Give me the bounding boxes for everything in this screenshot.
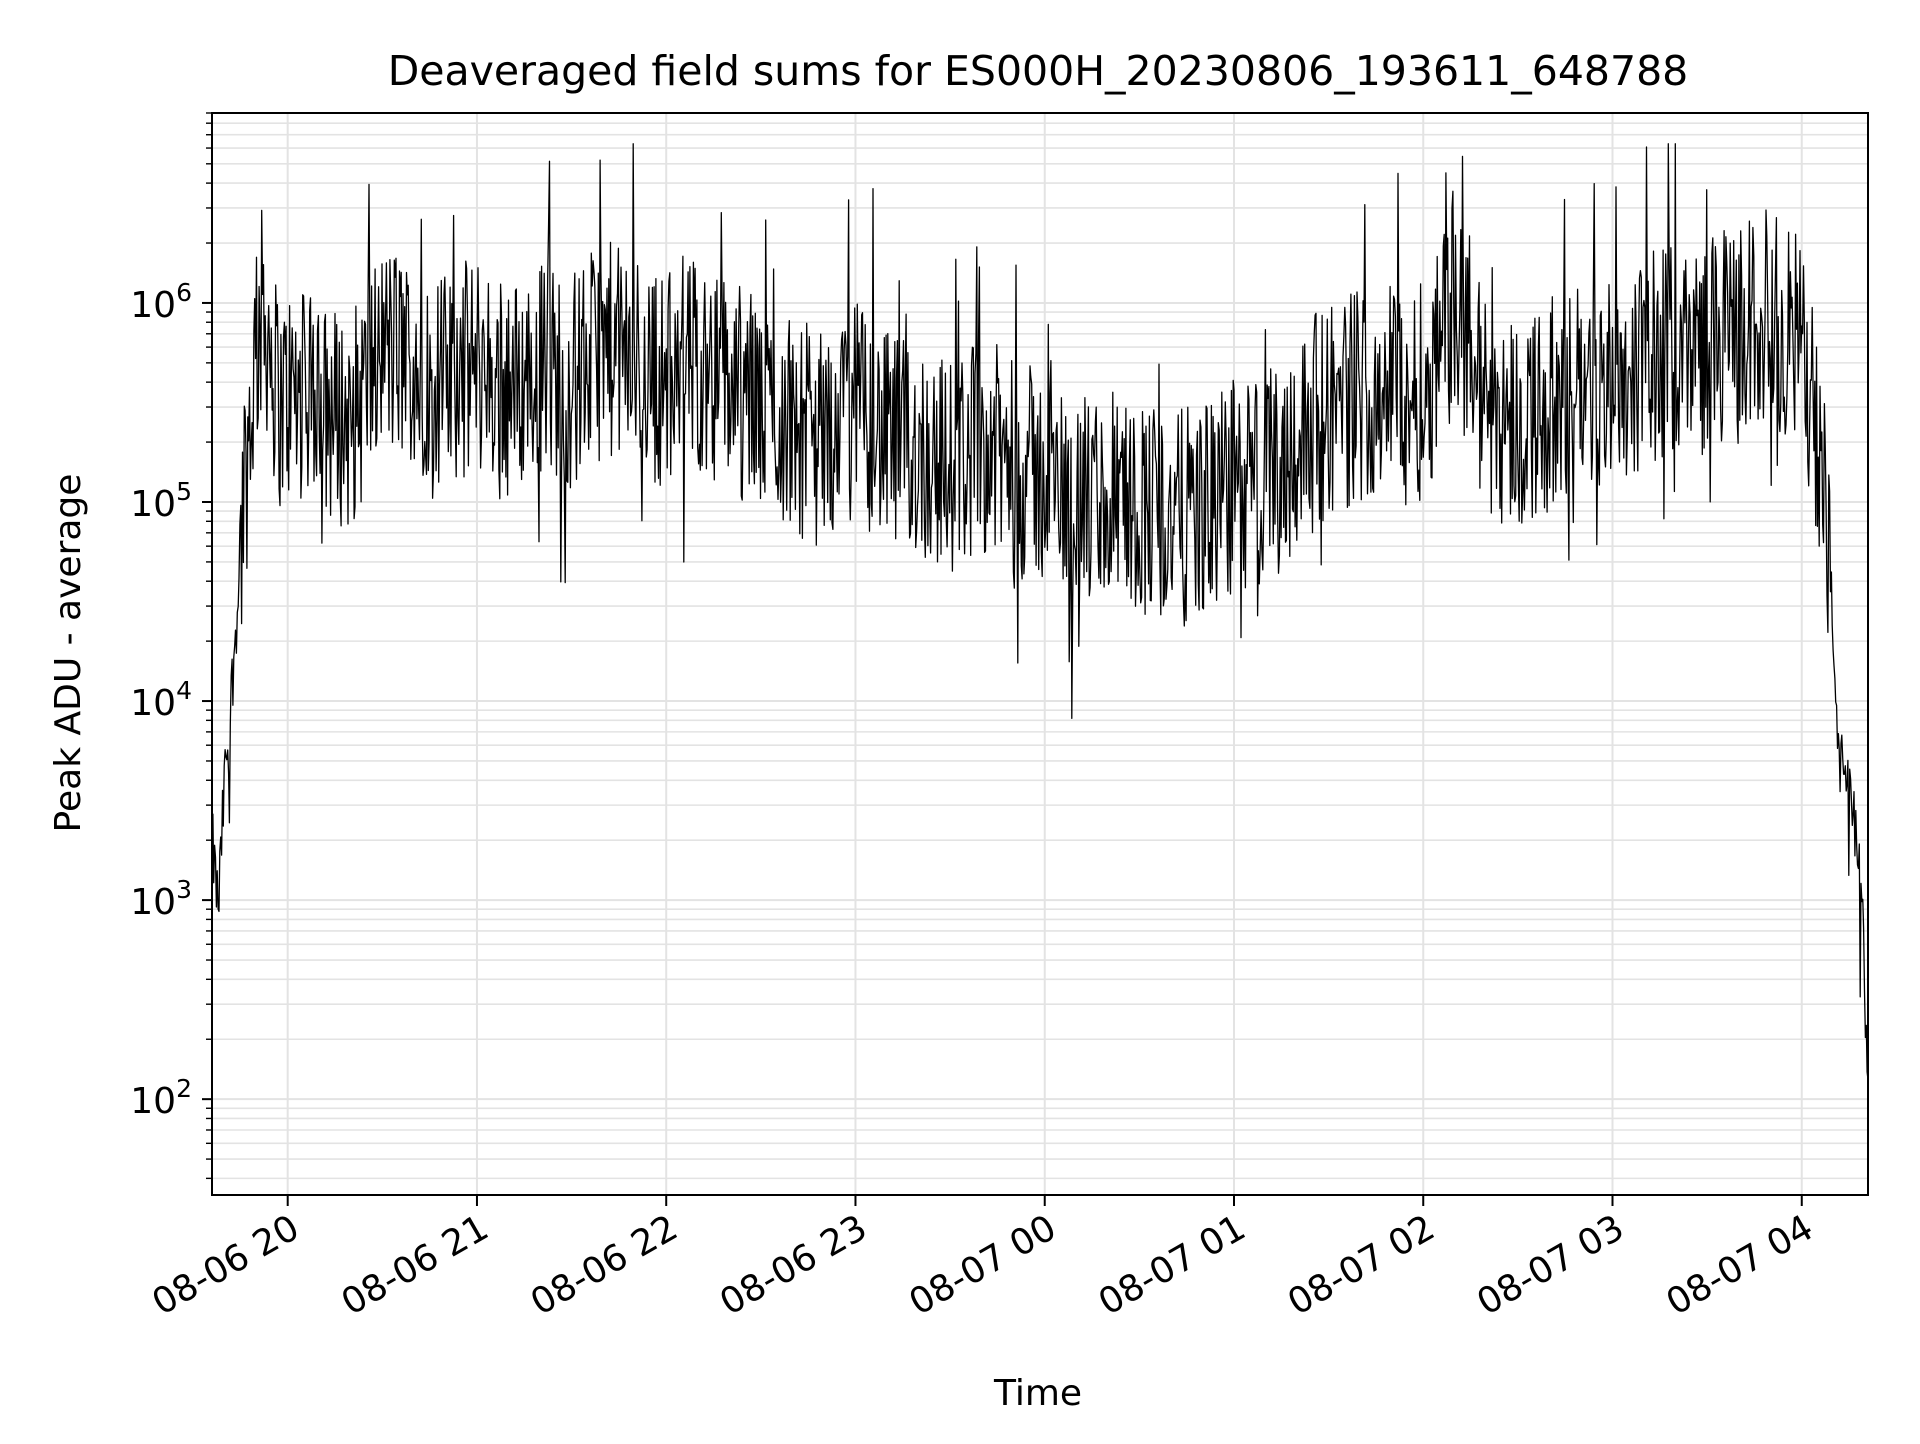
y-tick-label: 103 (130, 875, 192, 923)
y-tick-label: 102 (130, 1074, 192, 1122)
series-line (211, 143, 1869, 1080)
x-axis-label: Time (993, 1373, 1082, 1414)
series-layer (211, 143, 1869, 1080)
y-tick-label: 106 (130, 278, 192, 326)
plot-frame (211, 112, 1869, 1196)
y-tick-label: 105 (130, 477, 192, 525)
chart-title: Deaveraged field sums for ES000H_2023080… (388, 47, 1689, 95)
y-tick-label: 104 (130, 676, 192, 724)
y-axis-label: Peak ADU - average (48, 474, 89, 833)
